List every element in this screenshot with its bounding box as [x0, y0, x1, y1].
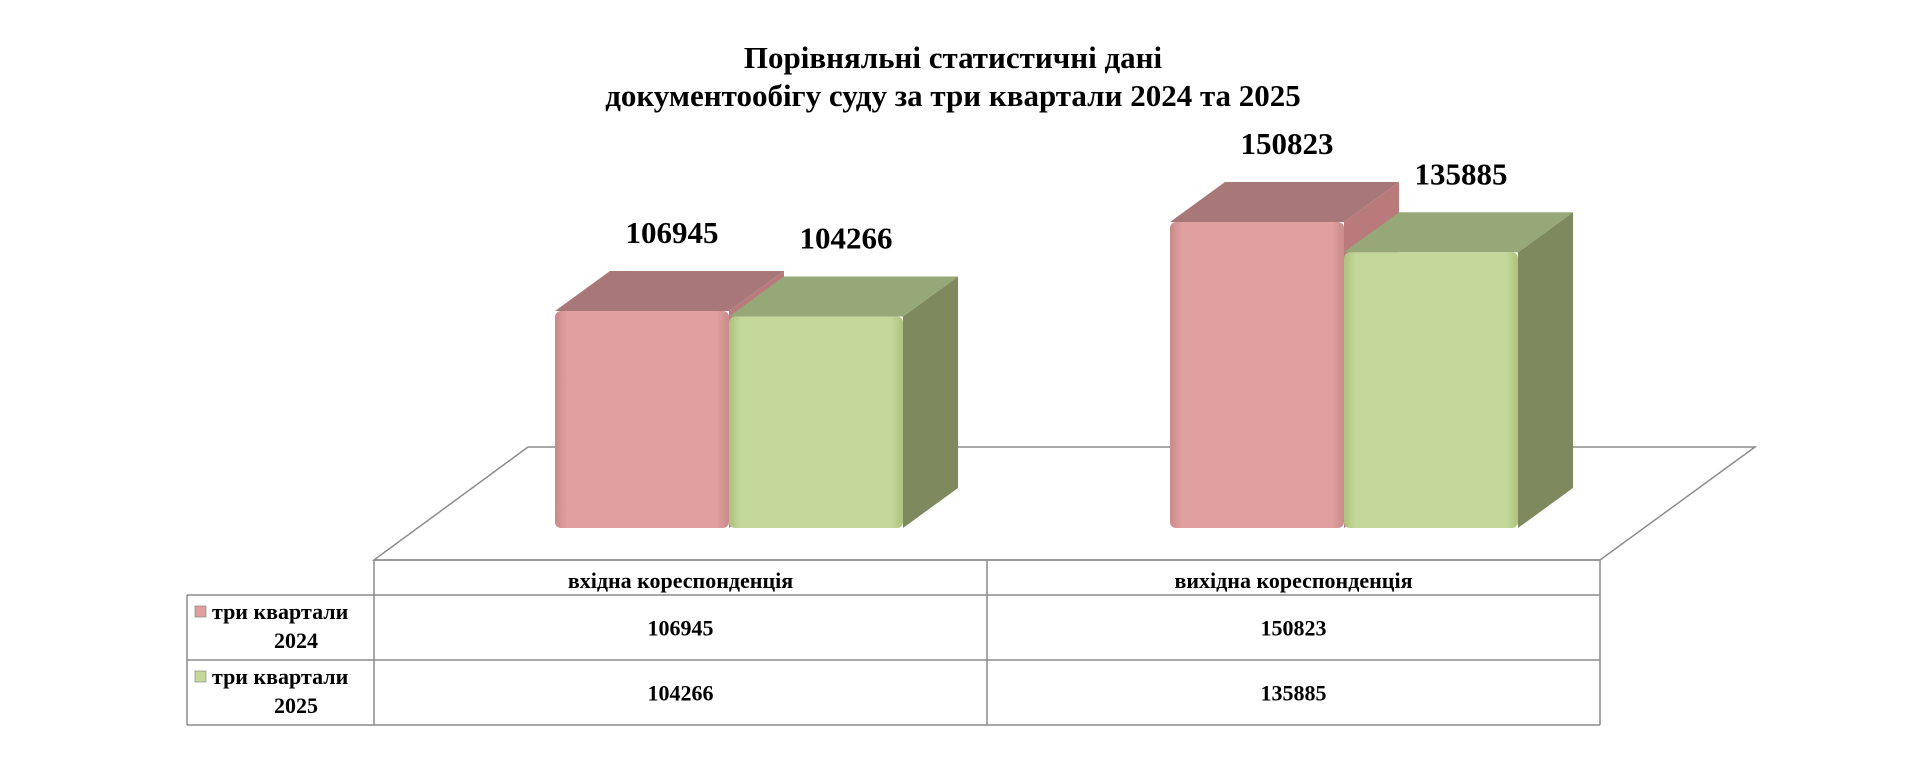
- data-label: 135885: [1415, 156, 1508, 191]
- bar-top: [729, 276, 958, 317]
- bar-top: [1170, 182, 1399, 222]
- bar-top: [1344, 212, 1573, 253]
- bar-front: [1170, 222, 1344, 528]
- table-cell: 104266: [648, 681, 714, 706]
- data-label: 150823: [1241, 126, 1334, 161]
- table-row-header: три квартали: [212, 599, 349, 624]
- data-table: вхідна кореспонденція вихідна кореспонден…: [186, 559, 1601, 726]
- bar-side: [1518, 212, 1573, 528]
- bar-front: [1344, 252, 1518, 528]
- bar-front: [555, 311, 729, 528]
- table-column-header: вхідна кореспонденція: [568, 568, 793, 593]
- bar-top: [555, 271, 784, 312]
- table-column-header: вихідна кореспонденція: [1174, 568, 1412, 593]
- chart-title-line-2: документообігу суду за три квартали 2024…: [605, 78, 1301, 113]
- table-cell: 135885: [1261, 681, 1327, 706]
- table-cell: 106945: [648, 616, 714, 641]
- bars-layer: [555, 182, 1573, 528]
- table-row-header: три квартали: [212, 664, 349, 689]
- chart-title-line-1: Порівняльні статистичні дані: [744, 40, 1163, 75]
- legend-key: [194, 670, 207, 683]
- bar: [729, 276, 958, 528]
- bar-front: [729, 316, 903, 528]
- bar: [1344, 212, 1573, 528]
- table-cell: 150823: [1261, 616, 1327, 641]
- table-row-header: 2025: [274, 693, 318, 718]
- table-row-header: 2024: [274, 628, 318, 653]
- data-labels-layer: 106945 104266 150823 135885: [626, 126, 1508, 255]
- legend-key: [194, 605, 207, 618]
- bar-side: [903, 276, 958, 528]
- data-label: 104266: [800, 220, 893, 255]
- data-label: 106945: [626, 215, 719, 250]
